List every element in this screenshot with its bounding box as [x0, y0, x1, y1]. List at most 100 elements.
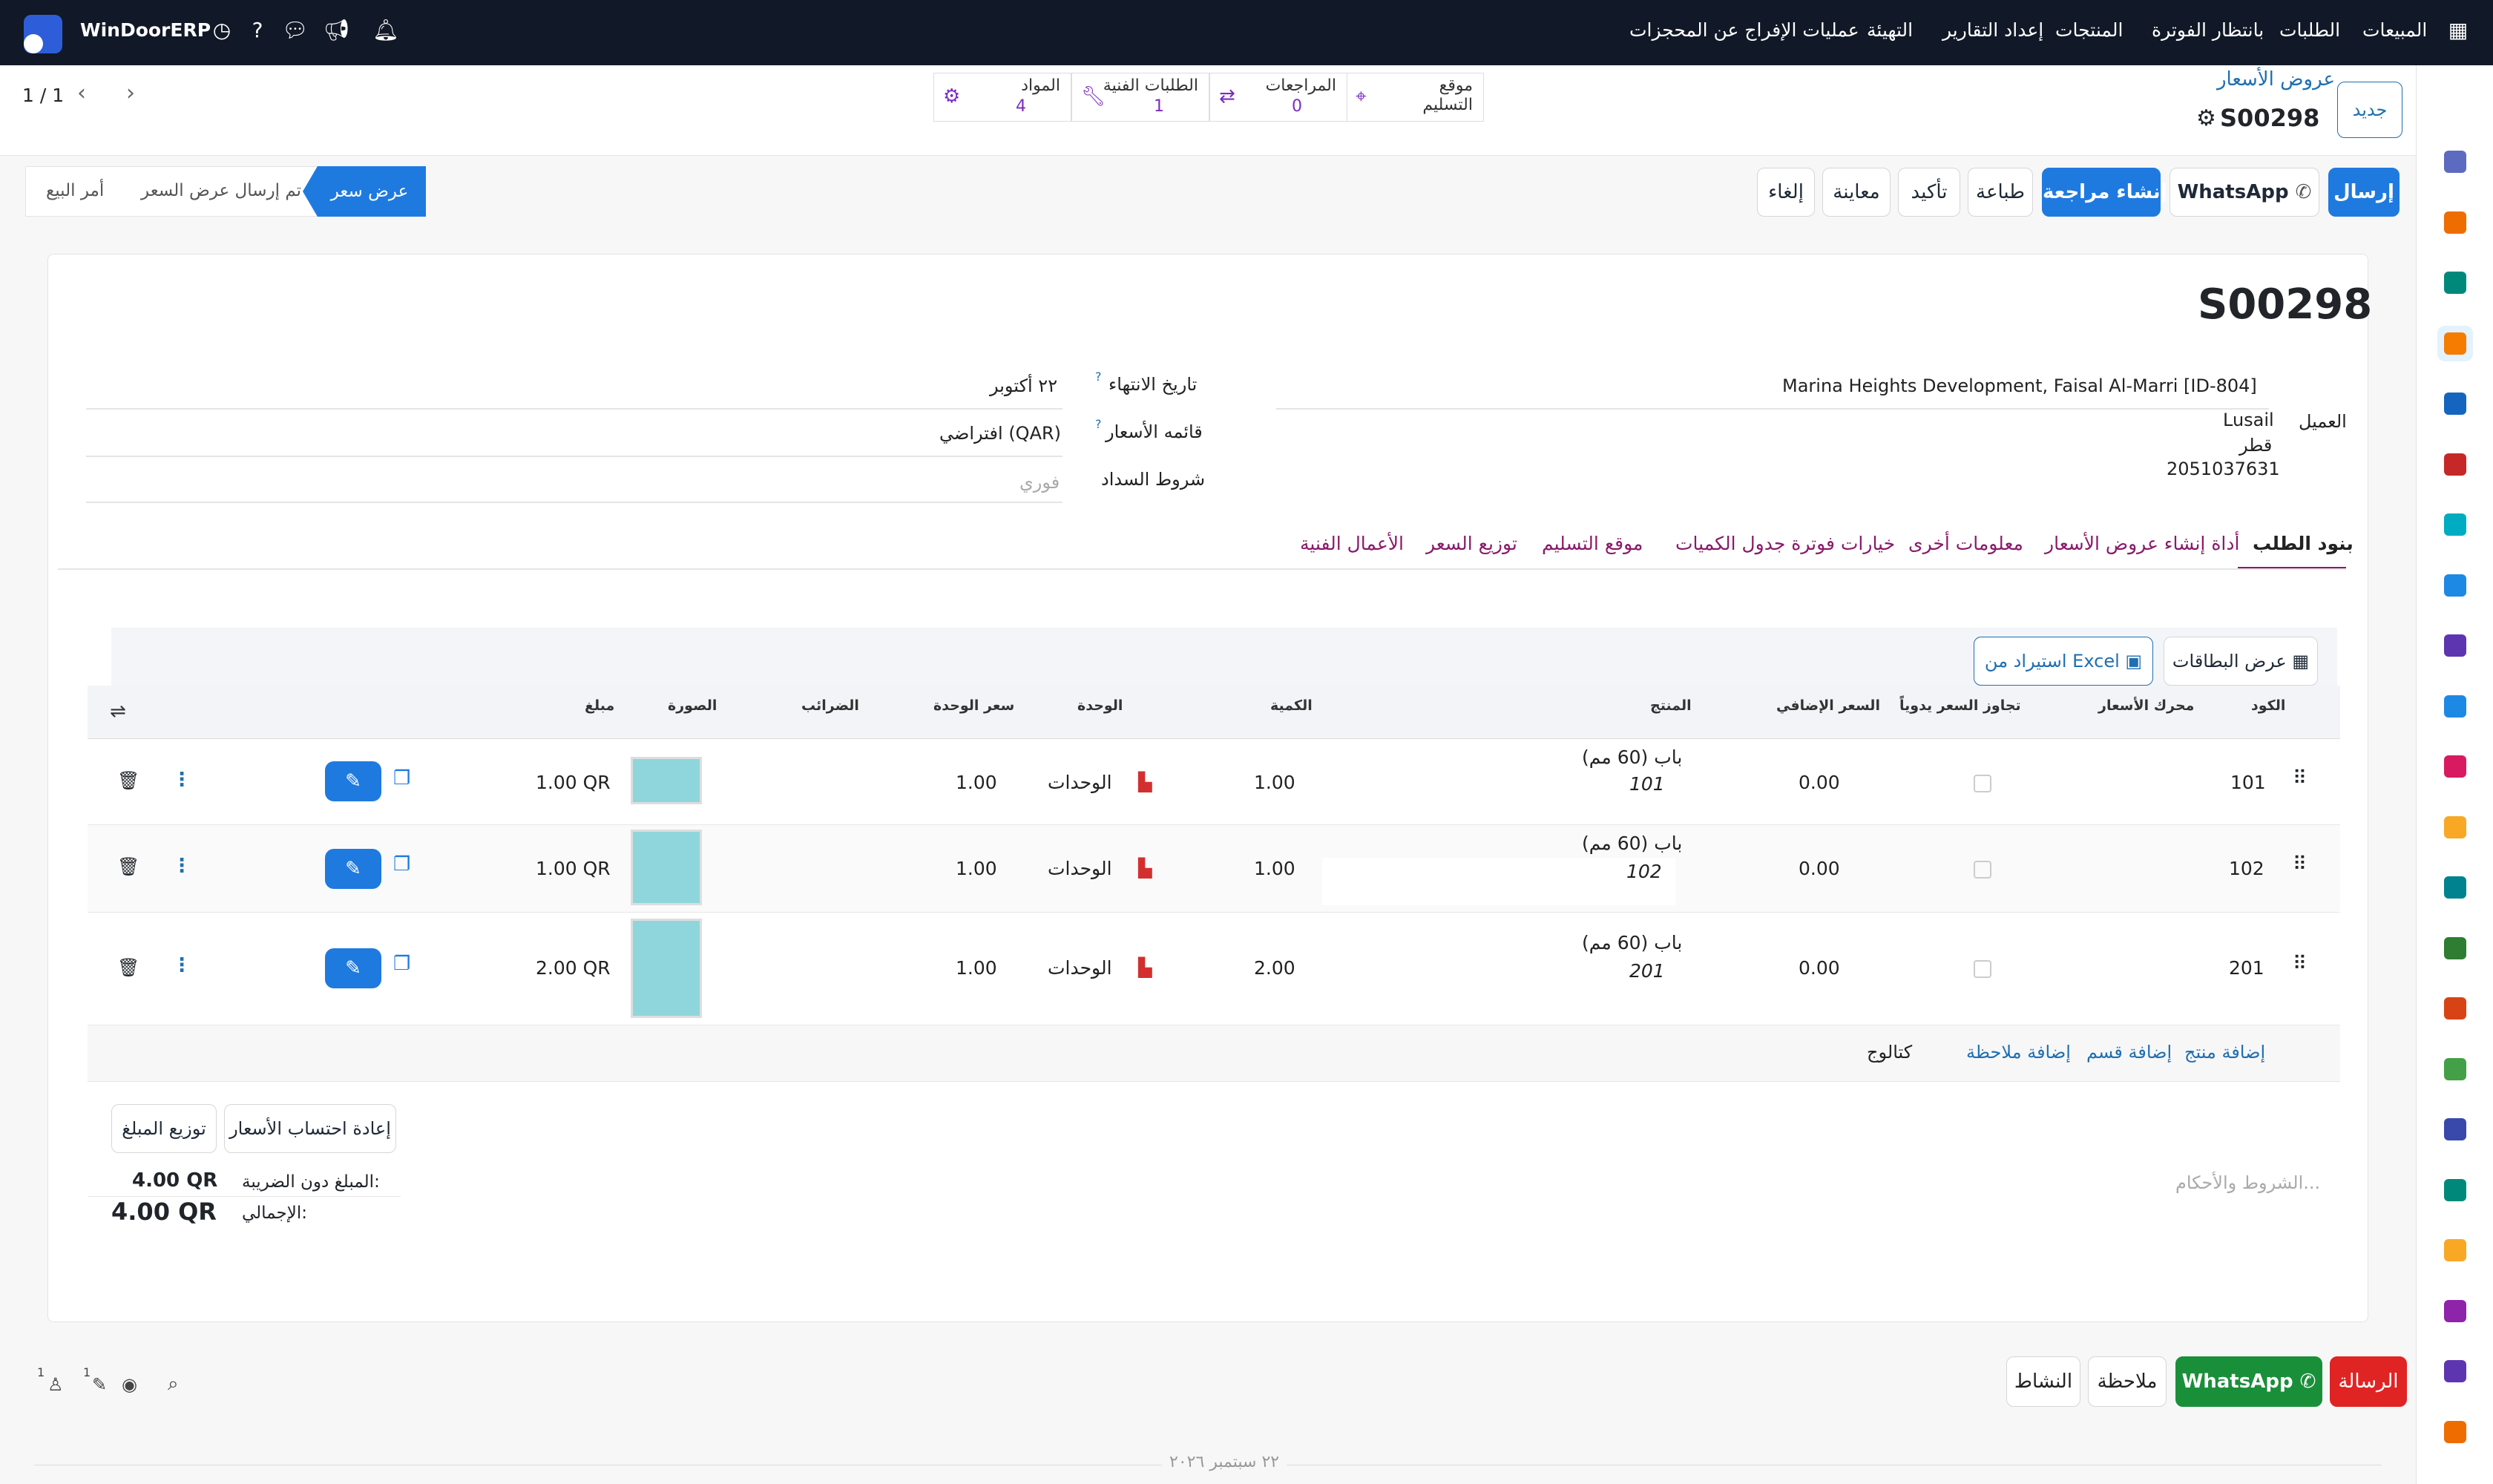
- gear-icon[interactable]: ⚙: [2196, 105, 2216, 131]
- print-button[interactable]: طباعة: [1968, 168, 2033, 217]
- stat-materials[interactable]: ⚙ المواد 4: [933, 73, 1071, 122]
- tab-delivery-location[interactable]: موقع التسليم: [1542, 533, 1643, 554]
- th-price-engine[interactable]: محرك الأسعار: [2098, 697, 2195, 714]
- preview-button[interactable]: معاينة: [1822, 168, 1891, 217]
- box-icon[interactable]: [2437, 1353, 2473, 1389]
- menu-reporting[interactable]: إعداد التقارير: [1942, 19, 2044, 41]
- apps-grid-icon[interactable]: ▦: [2448, 18, 2469, 42]
- tab-technical-works[interactable]: الأعمال الفنية: [1300, 533, 1405, 554]
- contacts-icon[interactable]: [2437, 749, 2473, 784]
- kebab-menu-icon[interactable]: ⋮: [172, 769, 191, 791]
- trash-icon[interactable]: 🗑︎: [117, 770, 140, 791]
- override-checkbox[interactable]: [1974, 775, 1991, 792]
- status-quotation-sent[interactable]: تم إرسال عرض السعر: [141, 181, 302, 200]
- row-uom[interactable]: الوحدات: [1048, 858, 1112, 879]
- customer-name[interactable]: Marina Heights Development, Faisal Al-Ma…: [1782, 375, 2257, 396]
- row-quantity[interactable]: 1.00: [1254, 772, 1295, 793]
- drag-handle-icon[interactable]: ⠿: [2293, 853, 2308, 876]
- override-checkbox[interactable]: [1974, 861, 1991, 879]
- drag-handle-icon[interactable]: ⠿: [2293, 953, 2308, 975]
- stat-technical-requests[interactable]: 🔧︎ الطلبات الفنية 1: [1071, 73, 1209, 122]
- inventory-icon[interactable]: [2437, 628, 2473, 663]
- tab-other-info[interactable]: معلومات أخرى: [1908, 533, 2023, 554]
- th-extra-price[interactable]: السعر الإضافي: [1776, 697, 1880, 714]
- kebab-menu-icon[interactable]: ⋮: [172, 855, 191, 877]
- knowledge-icon[interactable]: [2437, 568, 2473, 603]
- confirm-button[interactable]: تأكيد: [1898, 168, 1960, 217]
- tab-boq-invoicing[interactable]: خيارات فوترة جدول الكميات: [1675, 533, 1896, 554]
- row-uom[interactable]: الوحدات: [1048, 772, 1112, 793]
- kebab-menu-icon[interactable]: ⋮: [172, 954, 191, 976]
- help-icon[interactable]: ?: [1095, 417, 1102, 431]
- row-unit-price[interactable]: 1.00: [956, 957, 997, 979]
- trash-icon[interactable]: 🗑︎: [117, 957, 140, 978]
- help-icon[interactable]: ?: [1095, 370, 1102, 384]
- th-unit-price[interactable]: سعر الوحدة: [933, 697, 1015, 714]
- duplicate-icon[interactable]: ❐: [393, 953, 411, 975]
- row-unit-price[interactable]: 1.00: [956, 858, 997, 879]
- gmail-icon[interactable]: [2437, 144, 2473, 180]
- megaphone-icon[interactable]: 📢︎: [323, 18, 350, 42]
- duplicate-icon[interactable]: ❐: [393, 767, 411, 789]
- menu-configuration[interactable]: التهيئة: [1867, 19, 1914, 41]
- chatter-whatsapp-button[interactable]: WhatsApp ✆: [2175, 1356, 2322, 1407]
- activity-button[interactable]: النشاط: [2006, 1356, 2080, 1407]
- catalog-link[interactable]: كتالوج: [1867, 1042, 1913, 1063]
- forecast-chart-icon[interactable]: ▙: [1138, 858, 1152, 879]
- excel-import-button[interactable]: استيراد من Excel ▣: [1974, 637, 2153, 686]
- draw-icon[interactable]: [2437, 870, 2473, 905]
- edit-line-button[interactable]: ✎: [325, 761, 381, 801]
- timer-icon[interactable]: [2437, 1112, 2473, 1147]
- create-revision-button[interactable]: إنشاء مراجعة: [2042, 168, 2167, 217]
- new-button[interactable]: جديد: [2337, 82, 2402, 138]
- row-product[interactable]: باب (60 مم): [1582, 833, 1683, 854]
- th-image[interactable]: الصورة: [668, 697, 717, 714]
- th-code[interactable]: الكود: [2251, 697, 2286, 714]
- menu-releases[interactable]: عمليات الإفراج عن المحجزات: [1629, 19, 1859, 41]
- drag-handle-icon[interactable]: ⠿: [2293, 767, 2308, 789]
- tab-order-lines[interactable]: بنود الطلب: [2253, 533, 2354, 554]
- tab-quote-builder[interactable]: أداة إنشاء عروض الأسعار: [2045, 533, 2240, 554]
- dashboard-icon[interactable]: [2437, 325, 2473, 361]
- menu-products[interactable]: المنتجات: [2055, 19, 2124, 41]
- edit-line-button[interactable]: ✎: [325, 849, 381, 889]
- employees-icon[interactable]: [2437, 930, 2473, 966]
- row-product[interactable]: باب (60 مم): [1582, 932, 1683, 953]
- payment-terms-input[interactable]: فوري: [1019, 472, 1060, 493]
- pager-value[interactable]: 1 / 1: [22, 85, 65, 106]
- wave-icon[interactable]: [2437, 1172, 2473, 1208]
- menu-orders[interactable]: الطلبات: [2279, 19, 2341, 41]
- documents-icon[interactable]: [2437, 386, 2473, 421]
- forecast-chart-icon[interactable]: ▙: [1138, 957, 1152, 978]
- discuss-icon[interactable]: [2437, 205, 2473, 240]
- add-product-link[interactable]: إضافة منتج: [2184, 1042, 2266, 1063]
- th-quantity[interactable]: الكمية: [1270, 697, 1313, 714]
- table-row[interactable]: [88, 825, 2340, 913]
- whatsapp-icon[interactable]: [2437, 1051, 2473, 1087]
- followers-icon[interactable]: ♙: [47, 1374, 64, 1395]
- column-settings-icon[interactable]: ⇌: [110, 700, 126, 723]
- sun-icon[interactable]: [2437, 1414, 2473, 1450]
- add-note-link[interactable]: إضافة ملاحظة: [1966, 1042, 2071, 1063]
- th-taxes[interactable]: الضرائب: [801, 697, 859, 714]
- stat-delivery-location[interactable]: ⌖ موقع التسليم: [1346, 73, 1484, 122]
- pager-next-icon[interactable]: ‹: [77, 80, 86, 106]
- duplicate-icon[interactable]: ❐: [393, 853, 411, 876]
- whatsapp-button[interactable]: WhatsApp ✆: [2170, 168, 2319, 217]
- project-icon[interactable]: [2437, 507, 2473, 542]
- edit-line-button[interactable]: ✎: [325, 948, 381, 988]
- bell-icon[interactable]: 🔔︎: [372, 18, 399, 42]
- pager-prev-icon[interactable]: ›: [126, 80, 135, 106]
- apps-icon[interactable]: [2437, 991, 2473, 1026]
- th-uom[interactable]: الوحدة: [1077, 697, 1123, 714]
- row-product[interactable]: باب (60 مم): [1582, 746, 1683, 768]
- table-row[interactable]: [88, 739, 2340, 825]
- expiry-value[interactable]: ٢٢ أكتوبر: [990, 375, 1058, 396]
- photos-icon[interactable]: [2437, 447, 2473, 482]
- th-manual-override[interactable]: تجاوز السعر يدوياً: [1899, 697, 2021, 714]
- clock-icon[interactable]: ◷: [212, 18, 231, 42]
- chat-icon[interactable]: 💬︎: [282, 18, 309, 42]
- trash-icon[interactable]: 🗑︎: [117, 856, 140, 877]
- row-uom[interactable]: الوحدات: [1048, 957, 1112, 979]
- add-section-link[interactable]: إضافة قسم: [2086, 1042, 2172, 1063]
